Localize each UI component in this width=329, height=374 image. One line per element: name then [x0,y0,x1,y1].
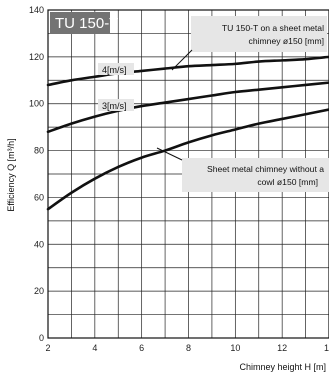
y-tick-label: 140 [29,5,44,15]
series-label-4ms-text: 4[m/s] [102,65,127,75]
x-tick-label: 12 [277,343,287,353]
annotation-no-cowl-line-1: Sheet metal chimney without a [207,164,324,174]
y-tick-label: 20 [34,286,44,296]
annotation-tu150t-line-2: chimney ø150 [mm] [249,36,324,46]
tick-labels: 2468101214020406080100120140 [29,5,329,353]
chart-title-bg [50,12,110,34]
series-line-4ms [46,55,329,87]
series-line-no-cowl [46,108,329,211]
series-label-4ms: 4[m/s] [98,63,134,75]
x-tick-label: 10 [230,343,240,353]
annotation-tu150t: TU 150-T on a sheet metal chimney ø150 [… [191,16,327,52]
annotation-no-cowl: Sheet metal chimney without a cowl ø150 … [182,158,329,192]
series-label-3ms-bg [98,99,134,111]
series-line-3ms [46,81,329,134]
annotation-no-cowl-line-2: cowl ø150 [mm] [257,177,318,187]
x-tick-label: 4 [92,343,97,353]
y-tick-label: 0 [39,333,44,343]
x-tick-label: 14 [324,343,329,353]
x-tick-label: 2 [45,343,50,353]
series-label-3ms: 3[m/s] [98,99,134,111]
x-tick-label: 6 [139,343,144,353]
x-tick-label: 8 [186,343,191,353]
series-label-4ms-bg [98,63,134,75]
annotation-no-cowl-leader [156,147,183,161]
annotation-tu150t-leader [171,49,193,71]
plot-border [47,9,329,339]
y-tick-label: 60 [34,192,44,202]
series-group [46,55,329,211]
y-tick-label: 120 [29,52,44,62]
annotation-tu150t-bg [191,16,327,52]
chart-title: TU 150-T [55,15,118,32]
chart-title-badge: TU 150-T [50,12,118,34]
annotation-no-cowl-bg [182,158,329,192]
y-tick-label: 80 [34,146,44,156]
y-tick-label: 100 [29,99,44,109]
series-label-3ms-text: 3[m/s] [102,101,127,111]
annotation-tu150t-line-1: TU 150-T on a sheet metal [222,23,324,33]
y-axis-label: Efficiency Q [m³/h] [6,138,16,211]
y-tick-label: 40 [34,239,44,249]
x-axis-label: Chimney height H [m] [239,362,326,372]
